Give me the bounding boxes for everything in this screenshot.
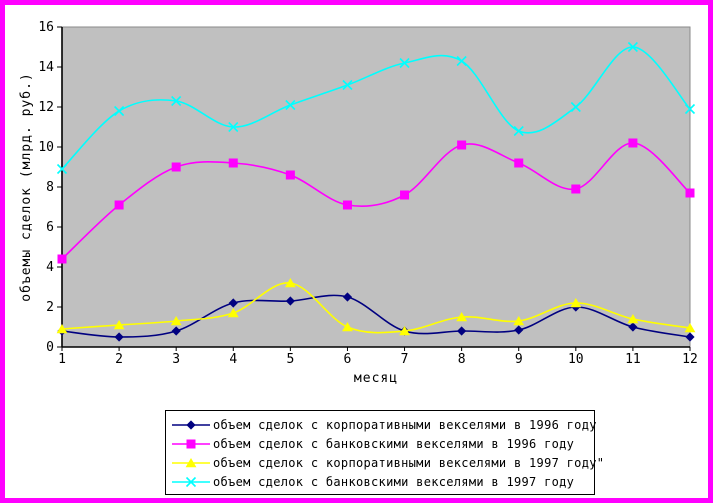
legend-item-3: объем сделок с банковскими векселями в 1…: [172, 472, 594, 491]
diamond-marker: [114, 332, 124, 342]
y-tick-label: 4: [46, 260, 54, 275]
square-marker: [457, 140, 467, 150]
triangle-marker: [113, 320, 125, 330]
y-tick-label: 10: [38, 140, 54, 155]
triangle-marker: [170, 316, 182, 326]
triangle-marker: [227, 308, 239, 318]
x-tick-label: 8: [458, 352, 466, 367]
diamond-marker: [171, 326, 181, 336]
x-tick-label: 12: [682, 352, 698, 367]
legend-label-0: объем сделок с корпоративными векселями …: [213, 417, 597, 432]
x-marker: [185, 476, 197, 487]
triangle-marker: [570, 298, 582, 308]
x-marker: [570, 101, 581, 113]
square-marker: [114, 200, 124, 210]
x-marker: [171, 95, 182, 107]
square-marker: [186, 439, 196, 448]
diamond-marker: [285, 296, 295, 306]
diamond-legend-marker-icon: [172, 419, 210, 430]
diamond-marker: [457, 326, 467, 336]
x-tick-label: 6: [344, 352, 352, 367]
x-tick-label: 2: [115, 352, 123, 367]
triangle-marker: [185, 457, 197, 467]
chart-legend: объем сделок с корпоративными векселями …: [165, 410, 604, 495]
x-marker: [342, 79, 353, 91]
square-marker: [57, 254, 67, 264]
x-tick-label: 9: [515, 352, 523, 367]
legend-label-3: объем сделок с банковскими векселями в 1…: [213, 474, 575, 489]
x-marker: [684, 103, 696, 115]
y-tick-label: 0: [46, 340, 54, 355]
triangle-marker: [513, 316, 525, 326]
x-marker: [56, 163, 68, 175]
y-tick-label: 16: [38, 20, 54, 35]
series-line-3: [61, 46, 691, 170]
square-marker: [342, 200, 352, 210]
x-tick-label: 4: [229, 352, 237, 367]
y-tick-label: 12: [38, 100, 54, 115]
diamond-marker: [186, 419, 196, 430]
x-marker: [399, 57, 410, 69]
triangle-marker: [456, 312, 468, 322]
diamond-marker: [228, 298, 238, 308]
x-tick-label: 3: [172, 352, 180, 367]
y-tick-label: 14: [38, 60, 54, 75]
legend-label-2: объем сделок с корпоративными векселями …: [213, 455, 605, 470]
triangle-marker: [684, 323, 696, 333]
square-marker: [685, 188, 695, 198]
y-axis-title: объемы сделок (млрд. руб.): [19, 72, 34, 302]
x-tick-label: 5: [286, 352, 294, 367]
square-marker: [571, 184, 581, 194]
x-tick-label: 10: [568, 352, 584, 367]
x-legend-marker-icon: [172, 476, 210, 487]
legend-item-0: объем сделок с корпоративными векселями …: [172, 415, 597, 434]
diamond-marker: [628, 322, 638, 332]
triangle-marker: [56, 324, 68, 334]
x-marker: [627, 41, 638, 53]
square-marker: [514, 158, 524, 168]
triangle-legend-marker-icon: [172, 457, 210, 467]
x-marker: [285, 99, 296, 111]
square-marker: [400, 190, 410, 200]
triangle-marker: [342, 322, 353, 332]
legend-label-1: объем сделок с банковскими векселями в 1…: [213, 436, 575, 451]
x-tick-label: 7: [401, 352, 409, 367]
legend-item-1: объем сделок с банковскими векселями в 1…: [172, 434, 594, 453]
square-legend-marker-icon: [172, 439, 210, 448]
triangle-marker: [399, 326, 410, 336]
square-marker: [171, 162, 181, 172]
legend-item-2: объем сделок с корпоративными векселями …: [172, 453, 604, 472]
square-marker: [628, 138, 638, 148]
y-tick-label: 2: [46, 300, 54, 315]
series-line-1: [61, 142, 691, 260]
triangle-marker: [627, 314, 639, 324]
y-tick-label: 6: [46, 220, 54, 235]
x-axis-title: месяц: [353, 371, 399, 386]
x-marker: [456, 55, 467, 67]
x-tick-label: 11: [625, 352, 641, 367]
x-marker: [228, 121, 239, 133]
square-marker: [285, 170, 295, 180]
diamond-marker: [342, 292, 353, 302]
x-tick-label: 1: [58, 352, 66, 367]
triangle-marker: [284, 278, 296, 288]
plot-area: [61, 26, 691, 348]
square-marker: [228, 158, 238, 168]
x-marker: [513, 125, 524, 137]
diamond-marker: [514, 325, 524, 335]
y-tick-label: 8: [46, 180, 54, 195]
diamond-marker: [685, 332, 695, 342]
x-marker: [114, 105, 125, 117]
